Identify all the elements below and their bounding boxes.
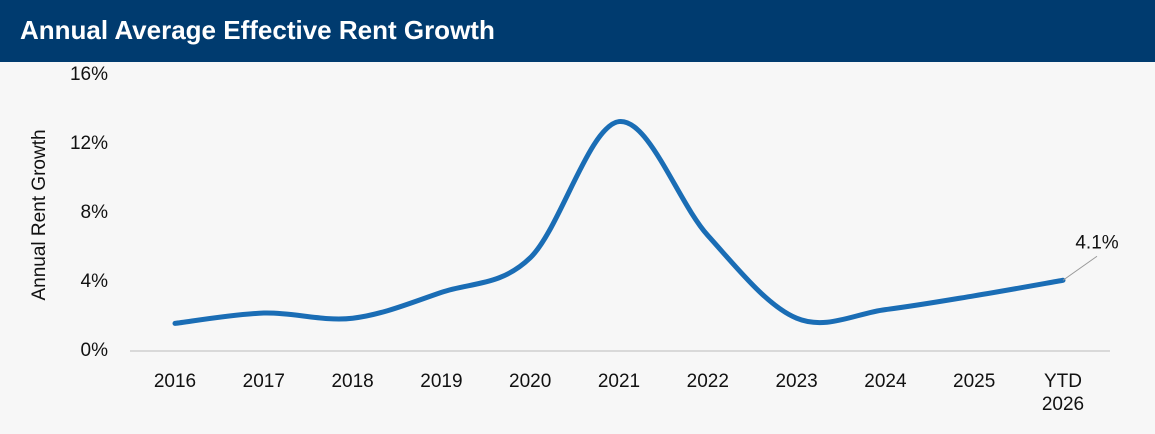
x-tick-label: 2023: [775, 371, 818, 392]
x-tick-label: 2018: [331, 371, 374, 392]
y-tick-label: 12%: [70, 133, 108, 154]
data-label: 4.1%: [1075, 232, 1118, 253]
x-tick-label: 2016: [153, 371, 197, 392]
x-tick-label: 2024: [864, 371, 907, 392]
header-bar: Annual Average Effective Rent Growth: [0, 0, 1155, 62]
label-leader: [1062, 255, 1098, 281]
x-tick-label: 2021: [597, 371, 641, 392]
x-tick-label: 2020: [509, 371, 552, 392]
y-tick-label: 16%: [70, 64, 108, 85]
x-tick-label: 2019: [420, 371, 463, 392]
line-series: [172, 119, 1066, 326]
y-axis-title: Annual Rent Growth: [29, 129, 50, 300]
x-tick-label: YTD 2026: [1041, 371, 1085, 415]
y-tick-label: 8%: [81, 202, 109, 223]
x-tick-label: 2025: [953, 371, 996, 392]
x-tick-label: 2022: [686, 371, 729, 392]
x-tick-label: 2017: [242, 371, 285, 392]
y-tick-label: 0%: [81, 340, 109, 361]
y-tick-label: 4%: [81, 271, 109, 292]
chart-title: Annual Average Effective Rent Growth: [20, 15, 495, 45]
